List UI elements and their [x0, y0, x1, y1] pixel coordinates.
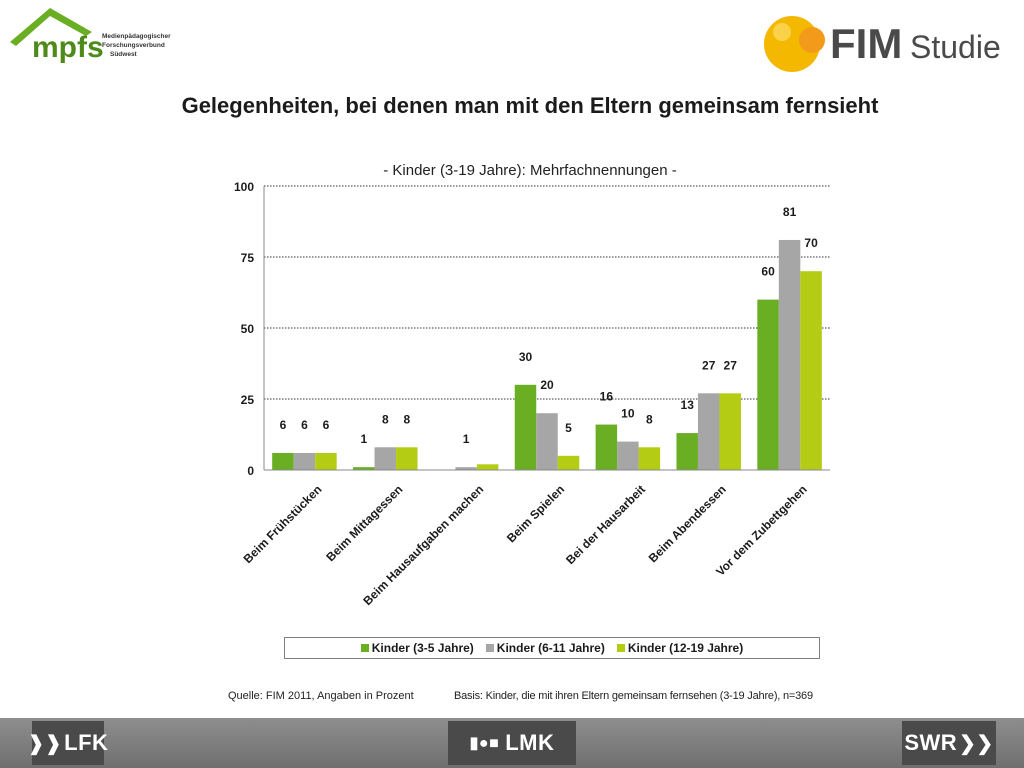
legend-swatch: [360, 644, 369, 652]
lmk-shapes-icon: ▮●■: [469, 735, 500, 752]
data-label: 8: [403, 412, 410, 426]
x-tick-label: Beim Frühstücken: [241, 482, 325, 566]
data-label: 60: [761, 265, 775, 279]
y-tick-label: 100: [234, 180, 254, 194]
bar: [315, 452, 337, 470]
mpfs-logo-text: mpfs: [32, 31, 104, 64]
legend-label: Kinder (3-5 Jahre): [371, 641, 474, 655]
bar: [536, 413, 558, 470]
legend: Kinder (3-5 Jahre) Kinder (6-11 Jahre) Kin…: [284, 637, 820, 659]
bar: [272, 452, 294, 470]
swr-chevrons-icon: ❯❯: [959, 732, 994, 755]
data-label: 70: [804, 236, 818, 250]
data-label: 6: [301, 418, 308, 432]
x-tick-label: Beim Spielen: [504, 482, 567, 545]
lmk-logo-text: LMK: [505, 730, 555, 755]
data-label: 16: [600, 390, 614, 404]
lmk-logo: ▮●■ LMK: [448, 721, 576, 765]
bar: [396, 447, 418, 470]
legend-entry: Kinder (3-5 Jahre): [360, 641, 474, 655]
bar: [676, 433, 698, 470]
swr-logo-text: SWR: [904, 730, 958, 755]
legend-swatch: [485, 644, 494, 652]
bar: [476, 464, 499, 470]
lfk-logo: ❱❱ LFK: [28, 721, 108, 765]
chart-title: Gelegenheiten, bei denen man mit den Elt…: [181, 93, 879, 118]
lfk-chevrons-icon: ❱❱: [27, 732, 63, 755]
fim-logo-highlight-icon: [773, 23, 791, 41]
data-label: 1: [463, 432, 470, 446]
data-label: 8: [646, 412, 653, 426]
bar: [800, 271, 822, 470]
data-label: 13: [681, 398, 695, 412]
lfk-logo-text: LFK: [64, 730, 109, 755]
data-label: 1: [360, 432, 367, 446]
gridlines: [264, 185, 830, 400]
data-label: 27: [724, 358, 738, 372]
y-axis-ticks: 0 25 50 75 100: [234, 180, 254, 478]
source-note: Quelle: FIM 2011, Angaben in Prozent: [228, 690, 414, 702]
bar: [557, 455, 580, 470]
data-label: 10: [621, 407, 635, 421]
data-label: 27: [702, 358, 716, 372]
mpfs-logo-line-1: Medienpädagogischer: [102, 33, 171, 40]
legend-label: Kinder (12-19 Jahre): [627, 641, 744, 655]
data-label: 5: [565, 421, 572, 435]
basis-note: Basis: Kinder, die mit ihren Eltern geme…: [454, 690, 813, 702]
data-label: 20: [540, 378, 554, 392]
data-label: 6: [280, 418, 287, 432]
bars: [272, 239, 822, 470]
x-tick-label: Vor dem Zubettgehen: [713, 482, 809, 578]
bar: [353, 467, 375, 470]
bar: [638, 447, 661, 470]
y-tick-label: 25: [241, 393, 255, 407]
mpfs-logo-line-2: Forschungsverbund: [102, 42, 165, 49]
bar: [757, 299, 779, 470]
legend-entry: Kinder (6-11 Jahre): [485, 641, 605, 655]
bar: [595, 424, 618, 470]
data-label: 30: [519, 350, 533, 364]
mpfs-logo: mpfs Medienpädagogischer Forschungsverbu…: [10, 8, 171, 64]
data-label: 8: [382, 412, 389, 426]
bar: [617, 441, 639, 470]
bar: [293, 452, 316, 470]
fim-logo-suffix: Studie: [910, 29, 1001, 65]
data-label: 81: [783, 205, 797, 219]
x-tick-label: Bei der Hausarbeit: [563, 482, 648, 567]
y-tick-label: 50: [241, 322, 255, 336]
x-tick-label: Beim Mittagessen: [323, 482, 405, 564]
bar: [514, 384, 537, 470]
bar: [719, 393, 741, 470]
swr-logo: SWR ❯❯: [902, 721, 996, 765]
fim-logo-small-circle-icon: [799, 27, 825, 53]
mpfs-roof-icon: [10, 8, 92, 46]
bar: [374, 447, 397, 470]
chart-subtitle: - Kinder (3-19 Jahre): Mehrfachnennungen…: [383, 162, 677, 179]
bar: [455, 467, 477, 470]
mpfs-logo-line-3: Südwest: [110, 51, 138, 58]
fim-studie-logo: FIM Studie: [764, 16, 1001, 72]
bar: [778, 239, 801, 470]
bar: [697, 393, 720, 470]
fim-logo-text: FIM: [830, 20, 902, 67]
x-tick-label: Beim Abendessen: [646, 482, 729, 565]
y-tick-label: 0: [247, 464, 254, 478]
legend-swatch: [616, 644, 625, 652]
y-tick-label: 75: [241, 251, 255, 265]
legend-label: Kinder (6-11 Jahre): [496, 641, 605, 655]
legend-entry: Kinder (12-19 Jahre): [616, 641, 744, 655]
data-label: 6: [323, 418, 330, 432]
